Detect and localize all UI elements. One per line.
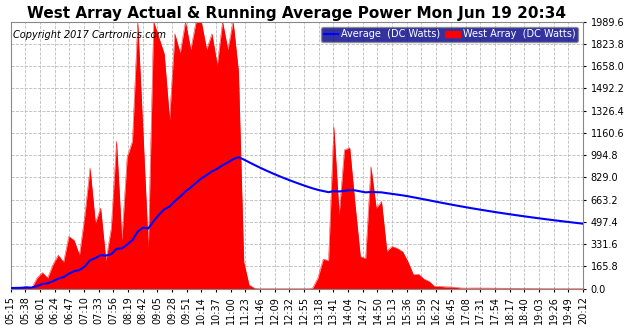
Title: West Array Actual & Running Average Power Mon Jun 19 20:34: West Array Actual & Running Average Powe…: [27, 6, 566, 20]
Text: Copyright 2017 Cartronics.com: Copyright 2017 Cartronics.com: [13, 30, 166, 40]
Legend: Average  (DC Watts), West Array  (DC Watts): Average (DC Watts), West Array (DC Watts…: [321, 27, 578, 43]
